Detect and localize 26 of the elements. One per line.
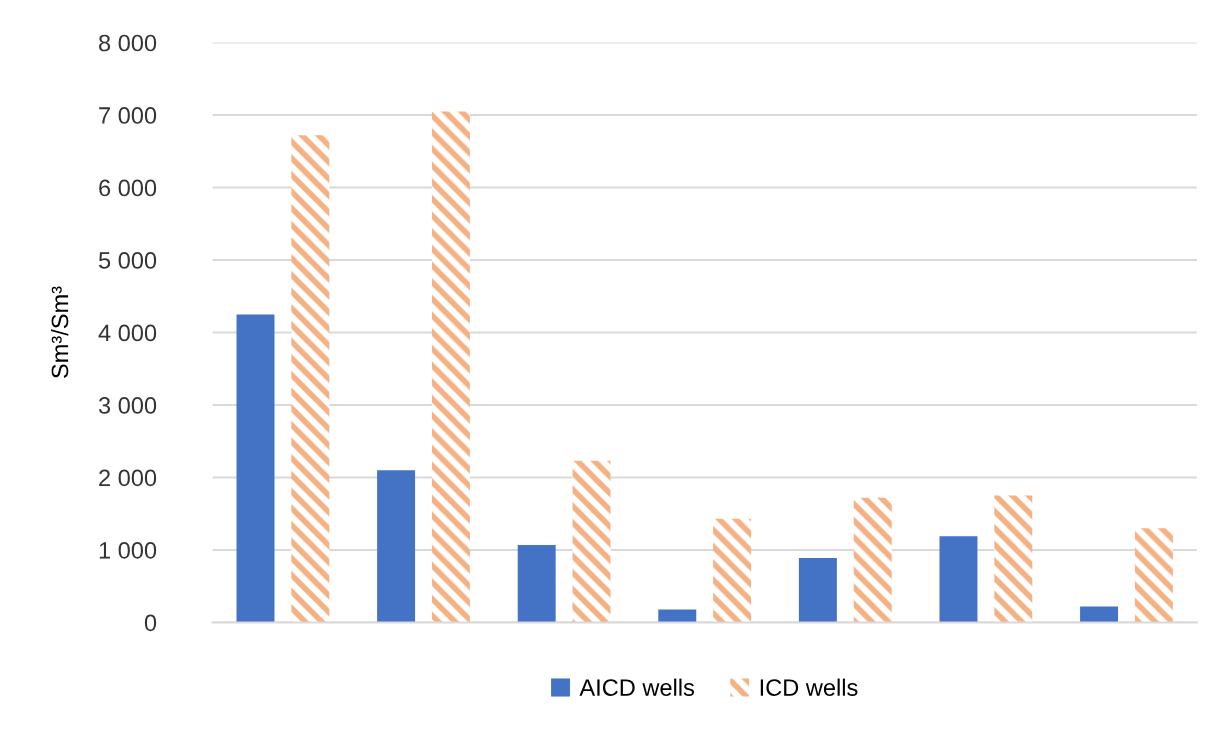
bar	[713, 518, 752, 623]
bar	[939, 536, 978, 623]
bar	[994, 495, 1033, 623]
legend-label: ICD wells	[760, 678, 858, 696]
y-tick-label: 4 000	[98, 324, 157, 342]
y-tick-label: 0	[144, 614, 157, 632]
bar	[377, 470, 416, 623]
bar	[1080, 606, 1119, 623]
bar	[572, 460, 611, 623]
y-tick-label: 1 000	[99, 542, 157, 559]
bar	[431, 111, 470, 623]
bar	[798, 557, 837, 623]
y-tick-label: 6 000	[99, 179, 157, 197]
bar	[517, 544, 556, 623]
y-tick-label: 5 000	[98, 252, 157, 269]
bar	[658, 609, 697, 623]
bar	[236, 314, 275, 623]
y-tick-label: 2 000	[99, 469, 157, 487]
y-tick-label: 7 000	[99, 107, 157, 124]
legend-label: AICD wells	[579, 678, 695, 696]
bar	[1134, 528, 1173, 623]
y-axis-title: Sm³/Sm³	[50, 286, 69, 378]
bar	[853, 497, 892, 623]
bar	[291, 135, 330, 623]
y-tick-label: 3 000	[98, 397, 157, 414]
y-tick-label: 8 000	[99, 34, 157, 52]
